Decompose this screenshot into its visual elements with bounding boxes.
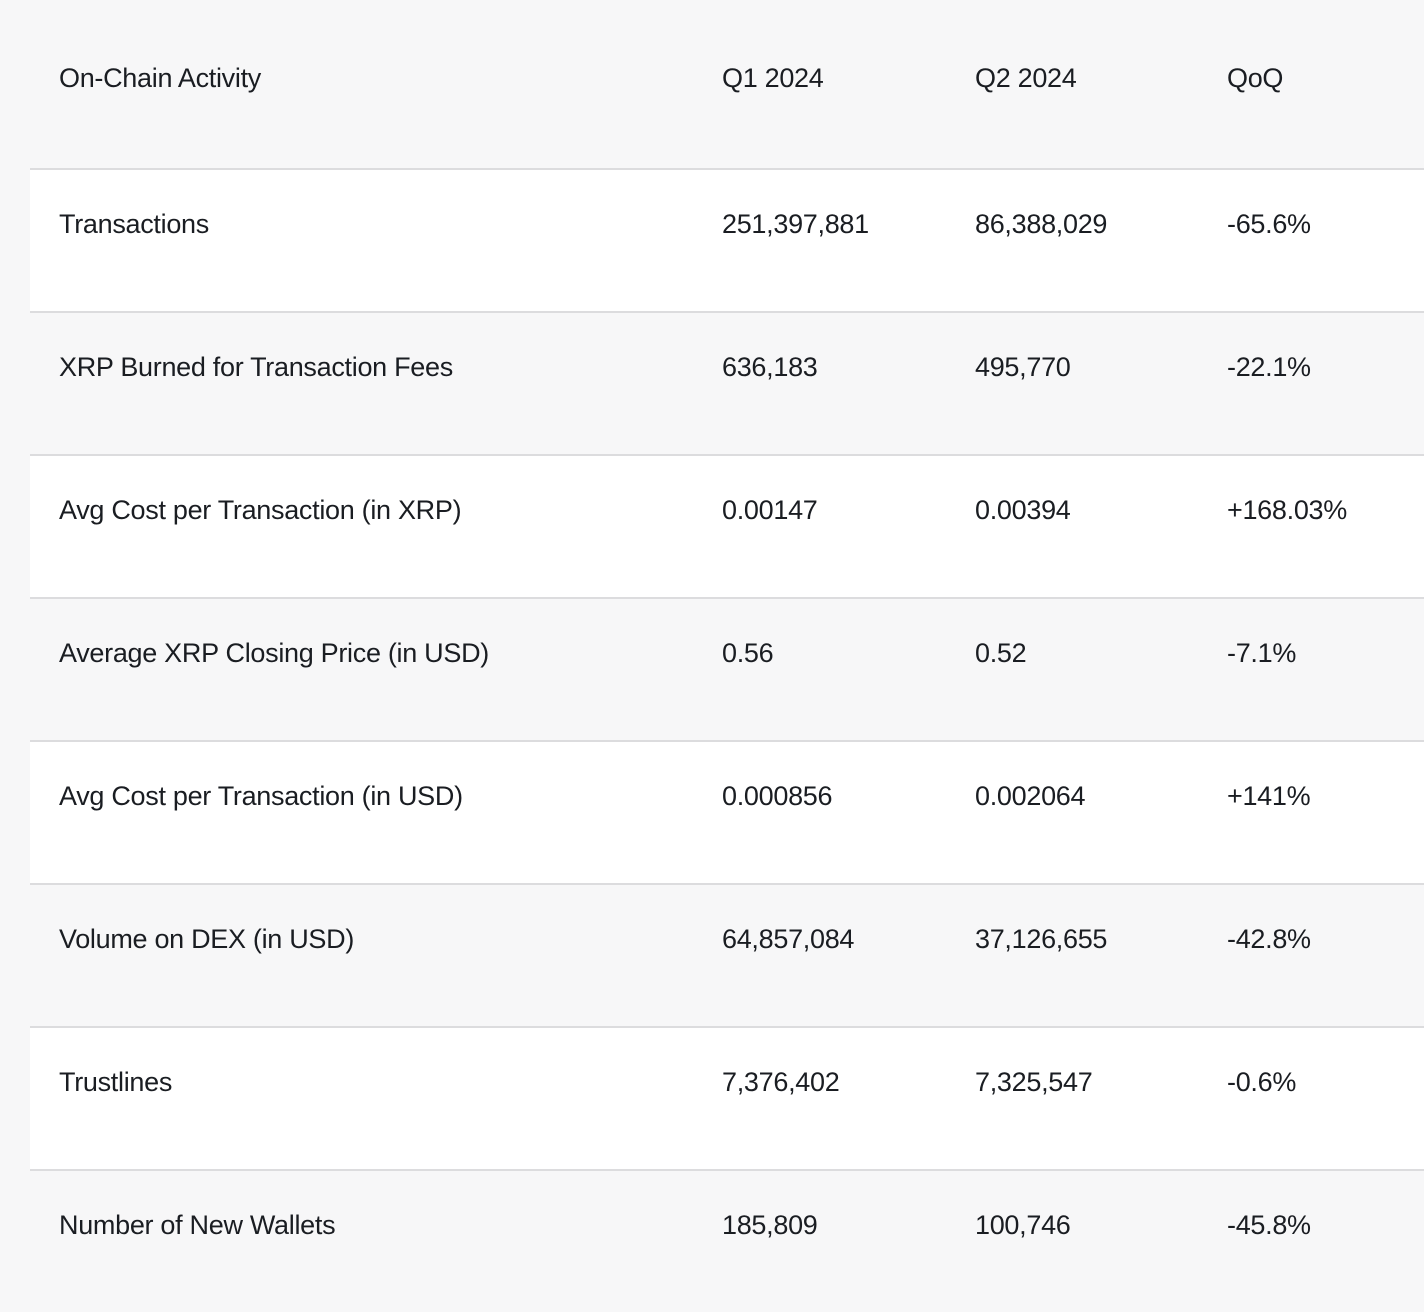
cell-q2-2024: 7,325,547: [975, 1067, 1093, 1097]
row-label: Trustlines: [59, 1067, 173, 1097]
cell-q2-2024: 0.00394: [975, 495, 1071, 525]
cell-q2-2024: 495,770: [975, 352, 1071, 382]
row-label: Avg Cost per Transaction (in XRP): [59, 495, 462, 525]
column-header-q1-2024: Q1 2024: [722, 63, 824, 93]
column-header-q2-2024: Q2 2024: [975, 63, 1077, 93]
row-label: Transactions: [59, 209, 209, 239]
column-header-qoq: QoQ: [1227, 63, 1284, 93]
cell-qoq: +141%: [1227, 781, 1311, 811]
cell-qoq: -45.8%: [1227, 1210, 1311, 1240]
cell-qoq: +168.03%: [1227, 495, 1347, 525]
row-label: Average XRP Closing Price (in USD): [59, 638, 489, 668]
row-label: Avg Cost per Transaction (in USD): [59, 781, 463, 811]
cell-q1-2024: 0.000856: [722, 781, 833, 811]
cell-q2-2024: 37,126,655: [975, 924, 1108, 954]
table-row-avg-closing-price: Average XRP Closing Price (in USD) 0.56 …: [30, 597, 1424, 740]
table-row-volume-dex: Volume on DEX (in USD) 64,857,084 37,126…: [30, 883, 1424, 1026]
cell-qoq: -7.1%: [1227, 638, 1297, 668]
table-row-avg-cost-xrp: Avg Cost per Transaction (in XRP) 0.0014…: [30, 454, 1424, 597]
table-header-row: On-Chain Activity Q1 2024 Q2 2024 QoQ: [30, 0, 1424, 168]
cell-q1-2024: 0.00147: [722, 495, 818, 525]
cell-q1-2024: 64,857,084: [722, 924, 855, 954]
cell-qoq: -0.6%: [1227, 1067, 1297, 1097]
cell-q1-2024: 0.56: [722, 638, 774, 668]
cell-qoq: -65.6%: [1227, 209, 1311, 239]
cell-qoq: -42.8%: [1227, 924, 1311, 954]
cell-q1-2024: 7,376,402: [722, 1067, 840, 1097]
table-row-avg-cost-usd: Avg Cost per Transaction (in USD) 0.0008…: [30, 740, 1424, 883]
cell-q1-2024: 636,183: [722, 352, 818, 382]
cell-q2-2024: 0.52: [975, 638, 1027, 668]
table-row-new-wallets: Number of New Wallets 185,809 100,746 -4…: [30, 1169, 1424, 1312]
cell-q2-2024: 86,388,029: [975, 209, 1108, 239]
cell-q2-2024: 100,746: [975, 1210, 1071, 1240]
row-label: Number of New Wallets: [59, 1210, 336, 1240]
column-header-on-chain-activity: On-Chain Activity: [59, 63, 261, 93]
cell-q1-2024: 185,809: [722, 1210, 818, 1240]
table-row-transactions: Transactions 251,397,881 86,388,029 -65.…: [30, 168, 1424, 311]
cell-qoq: -22.1%: [1227, 352, 1311, 382]
cell-q1-2024: 251,397,881: [722, 209, 869, 239]
row-label: XRP Burned for Transaction Fees: [59, 352, 453, 382]
on-chain-activity-table: On-Chain Activity Q1 2024 Q2 2024 QoQ Tr…: [30, 0, 1424, 1312]
table-row-xrp-burned: XRP Burned for Transaction Fees 636,183 …: [30, 311, 1424, 454]
row-label: Volume on DEX (in USD): [59, 924, 355, 954]
cell-q2-2024: 0.002064: [975, 781, 1086, 811]
table-row-trustlines: Trustlines 7,376,402 7,325,547 -0.6%: [30, 1026, 1424, 1169]
